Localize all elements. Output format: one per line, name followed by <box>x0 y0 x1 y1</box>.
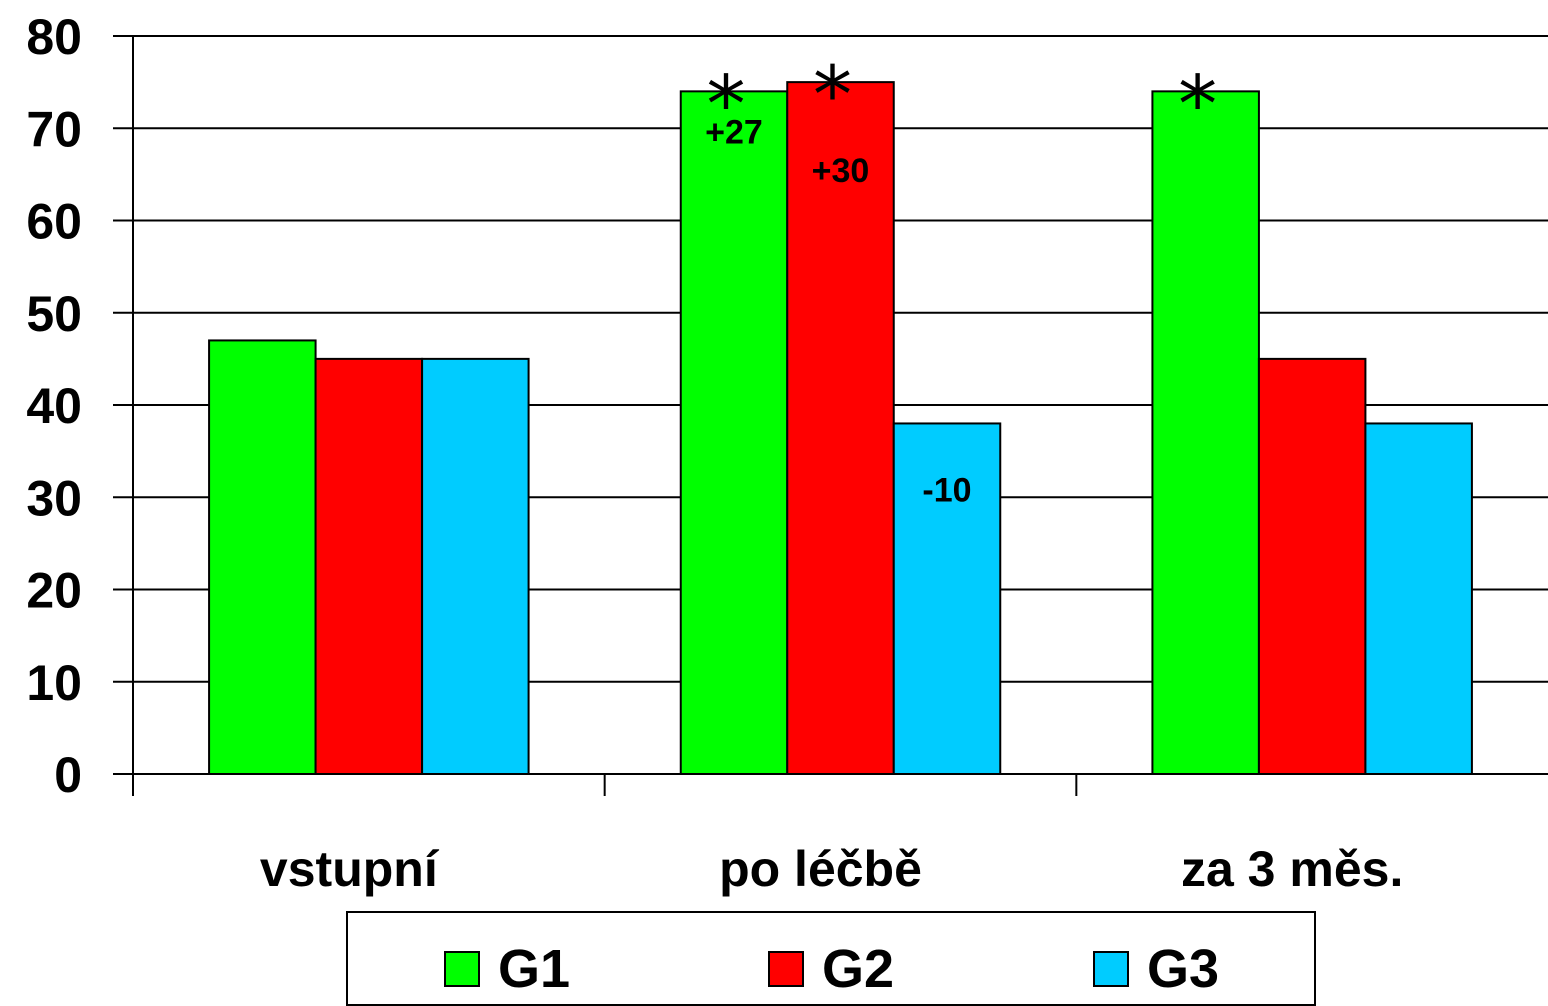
legend-label-g2: G2 <box>822 939 895 999</box>
data-label: -10 <box>922 471 971 509</box>
bar-g1 <box>679 90 789 776</box>
y-tick-label: 20 <box>26 563 82 619</box>
y-tick-label: 0 <box>54 747 82 803</box>
bar-g1 <box>1151 90 1260 776</box>
legend-item-g2: G2 <box>768 939 894 999</box>
significance-star: * <box>707 60 746 150</box>
category-label: po léčbě <box>719 841 922 897</box>
bar-g3 <box>421 357 530 775</box>
bar-g2 <box>1257 357 1367 775</box>
legend-item-g3: G3 <box>1093 939 1219 999</box>
legend-label-g3: G3 <box>1147 939 1220 999</box>
y-tick-label: 50 <box>26 286 82 342</box>
legend-swatch-g2 <box>768 951 804 987</box>
legend: G1 G2 G3 <box>346 911 1316 1006</box>
legend-swatch-g1 <box>444 951 480 987</box>
bar-g2 <box>314 357 424 775</box>
bar-g1 <box>208 339 317 775</box>
y-tick-label: 80 <box>26 9 82 65</box>
bar-g3 <box>1364 422 1473 775</box>
y-tick-label: 10 <box>26 655 82 711</box>
data-label: +27 <box>705 113 763 151</box>
significance-star: * <box>1178 60 1217 150</box>
y-tick-label: 70 <box>26 101 82 157</box>
legend-swatch-g3 <box>1093 951 1129 987</box>
significance-star: * <box>813 51 852 141</box>
bar-g3 <box>892 422 1002 775</box>
category-label: vstupní <box>260 841 440 897</box>
legend-label-g1: G1 <box>498 939 571 999</box>
bar-chart: 0 10 20 30 40 50 60 70 80 vstupní po léčbě za 3 měs… <box>26 9 1548 897</box>
y-tick-label: 40 <box>26 378 82 434</box>
category-label: za 3 měs. <box>1181 841 1403 897</box>
data-label: +30 <box>812 152 870 190</box>
y-tick-label: 60 <box>26 194 82 250</box>
legend-item-g1: G1 <box>444 939 570 999</box>
y-tick-label: 30 <box>26 470 82 526</box>
